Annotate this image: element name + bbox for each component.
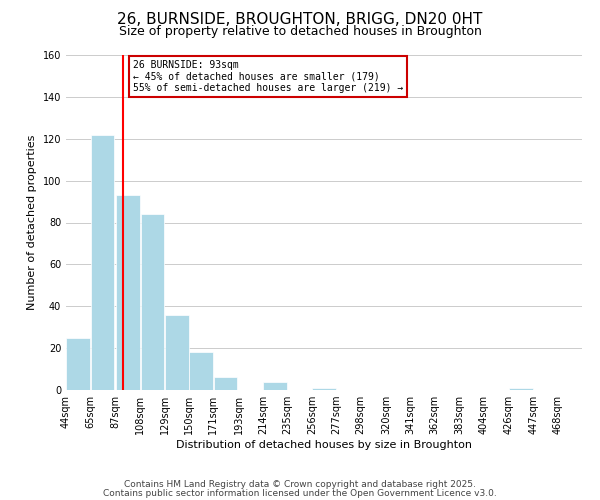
Bar: [263, 382, 287, 390]
Bar: [312, 388, 336, 390]
Text: Contains HM Land Registry data © Crown copyright and database right 2025.: Contains HM Land Registry data © Crown c…: [124, 480, 476, 489]
Bar: [91, 134, 115, 390]
X-axis label: Distribution of detached houses by size in Broughton: Distribution of detached houses by size …: [176, 440, 472, 450]
Bar: [140, 214, 164, 390]
Y-axis label: Number of detached properties: Number of detached properties: [27, 135, 37, 310]
Text: 26, BURNSIDE, BROUGHTON, BRIGG, DN20 0HT: 26, BURNSIDE, BROUGHTON, BRIGG, DN20 0HT: [118, 12, 482, 28]
Text: 26 BURNSIDE: 93sqm
← 45% of detached houses are smaller (179)
55% of semi-detach: 26 BURNSIDE: 93sqm ← 45% of detached hou…: [133, 60, 403, 93]
Bar: [116, 196, 140, 390]
Bar: [189, 352, 213, 390]
Text: Size of property relative to detached houses in Broughton: Size of property relative to detached ho…: [119, 25, 481, 38]
Bar: [66, 338, 90, 390]
Bar: [509, 388, 533, 390]
Bar: [165, 314, 188, 390]
Bar: [214, 378, 238, 390]
Text: Contains public sector information licensed under the Open Government Licence v3: Contains public sector information licen…: [103, 488, 497, 498]
